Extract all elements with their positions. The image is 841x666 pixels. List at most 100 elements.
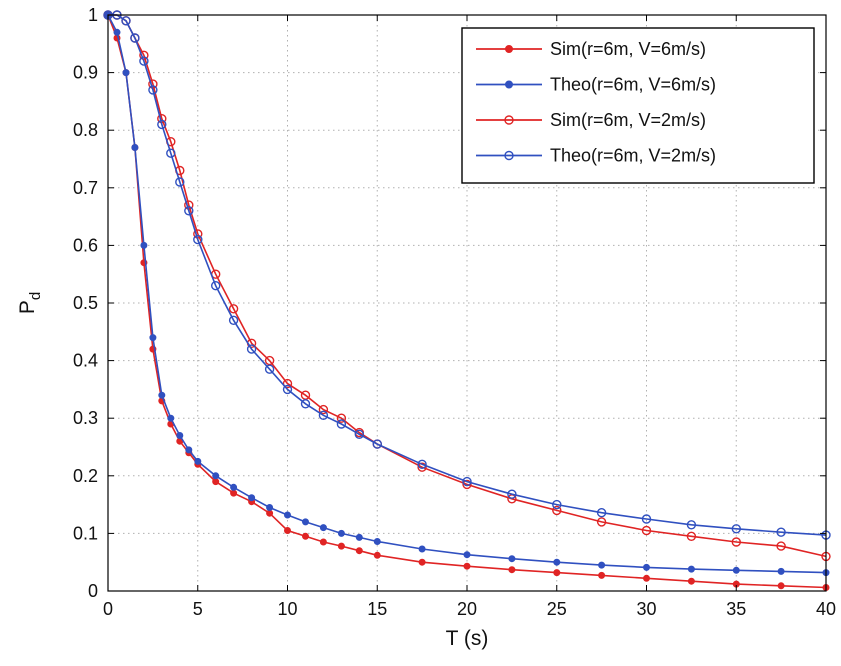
data-point — [184, 206, 194, 216]
data-point — [598, 571, 606, 579]
data-point — [643, 574, 650, 582]
data-point — [552, 505, 562, 516]
data-point — [337, 529, 345, 537]
data-point — [687, 577, 695, 585]
series-2 — [104, 11, 830, 577]
data-point — [731, 524, 741, 534]
data-point — [319, 538, 327, 546]
data-point — [284, 527, 291, 534]
data-point — [643, 563, 650, 571]
data-point — [149, 334, 157, 342]
data-point — [284, 511, 291, 519]
data-point — [777, 582, 785, 590]
x-tick-label: 10 — [277, 599, 297, 619]
data-point — [228, 315, 239, 325]
data-point — [212, 472, 220, 480]
data-point — [336, 419, 347, 429]
series-line — [108, 14, 827, 536]
y-tick-label: 0.7 — [73, 178, 98, 198]
data-point — [463, 551, 471, 559]
x-tick-label: 30 — [636, 599, 656, 619]
legend-entry: Theo(r=6m, V=6m/s) — [476, 75, 716, 95]
data-point — [122, 69, 130, 77]
data-point — [417, 459, 427, 469]
data-point — [596, 508, 607, 518]
legend-label: Theo(r=6m, V=2m/s) — [550, 146, 716, 166]
legend-marker — [505, 80, 513, 89]
legend-label: Sim(r=6m, V=6m/s) — [550, 39, 706, 59]
data-point — [185, 446, 193, 454]
x-tick-label: 25 — [547, 599, 567, 619]
data-point — [373, 551, 381, 559]
data-point — [355, 547, 363, 555]
data-point — [266, 509, 274, 517]
legend-entry: Theo(r=6m, V=2m/s) — [476, 146, 716, 166]
legend: Sim(r=6m, V=6m/s) Theo(r=6m, V=6m/s) Sim(r… — [461, 27, 815, 184]
data-point — [212, 478, 220, 486]
y-tick-label: 0.1 — [73, 523, 98, 543]
data-point — [686, 520, 697, 530]
data-point — [318, 404, 329, 415]
data-point — [139, 56, 149, 66]
data-point — [302, 532, 309, 540]
data-point — [318, 410, 329, 420]
data-point — [508, 566, 516, 574]
data-point — [462, 476, 472, 487]
data-point — [131, 144, 139, 151]
data-point — [246, 344, 257, 354]
data-point — [418, 558, 426, 566]
data-point — [282, 384, 293, 395]
y-tick-label: 0.4 — [73, 351, 98, 371]
data-point — [228, 304, 239, 314]
data-point — [598, 561, 606, 569]
x-tick-label: 20 — [457, 599, 477, 619]
data-point — [417, 462, 427, 472]
data-point — [336, 413, 347, 423]
x-tick-label: 35 — [726, 599, 746, 619]
data-point — [687, 565, 695, 573]
x-axis-label: T (s) — [446, 627, 489, 650]
data-point — [300, 399, 311, 409]
data-point — [553, 569, 561, 577]
data-point — [121, 16, 131, 26]
legend-marker — [504, 115, 514, 125]
data-point — [157, 119, 167, 130]
y-tick-label: 0.8 — [73, 120, 98, 140]
data-point — [355, 533, 363, 541]
y-axis-label-main: P — [16, 300, 39, 314]
legend-marker — [504, 150, 514, 161]
y-axis-label-subscript: d — [27, 292, 44, 300]
y-tick-label: 0.9 — [73, 63, 98, 83]
data-point — [176, 432, 184, 439]
data-point — [266, 504, 274, 511]
x-tick-label: 40 — [816, 599, 836, 619]
data-point — [167, 414, 175, 422]
axes — [107, 14, 827, 592]
legend-label: Sim(r=6m, V=2m/s) — [550, 110, 706, 130]
legend-label: Theo(r=6m, V=6m/s) — [550, 75, 716, 95]
data-point — [230, 489, 238, 497]
legend-entry: Sim(r=6m, V=6m/s) — [476, 39, 706, 59]
data-point — [354, 429, 364, 439]
data-point — [596, 517, 607, 527]
data-point — [230, 483, 238, 491]
data-point — [731, 537, 741, 547]
data-point — [148, 85, 158, 95]
data-point — [418, 545, 426, 553]
y-tick-label: 1 — [88, 5, 98, 25]
data-point — [302, 518, 309, 526]
data-point — [140, 241, 148, 249]
legend-marker — [505, 45, 513, 53]
data-point — [194, 457, 202, 465]
y-tick-label: 0.2 — [73, 466, 98, 486]
x-tick-label: 5 — [193, 599, 203, 619]
legend-box — [461, 27, 815, 184]
data-point — [776, 527, 786, 537]
data-point — [337, 542, 345, 550]
y-tick-label: 0.6 — [73, 235, 98, 255]
data-point — [210, 281, 221, 291]
data-point — [552, 499, 562, 510]
data-point — [776, 541, 786, 551]
